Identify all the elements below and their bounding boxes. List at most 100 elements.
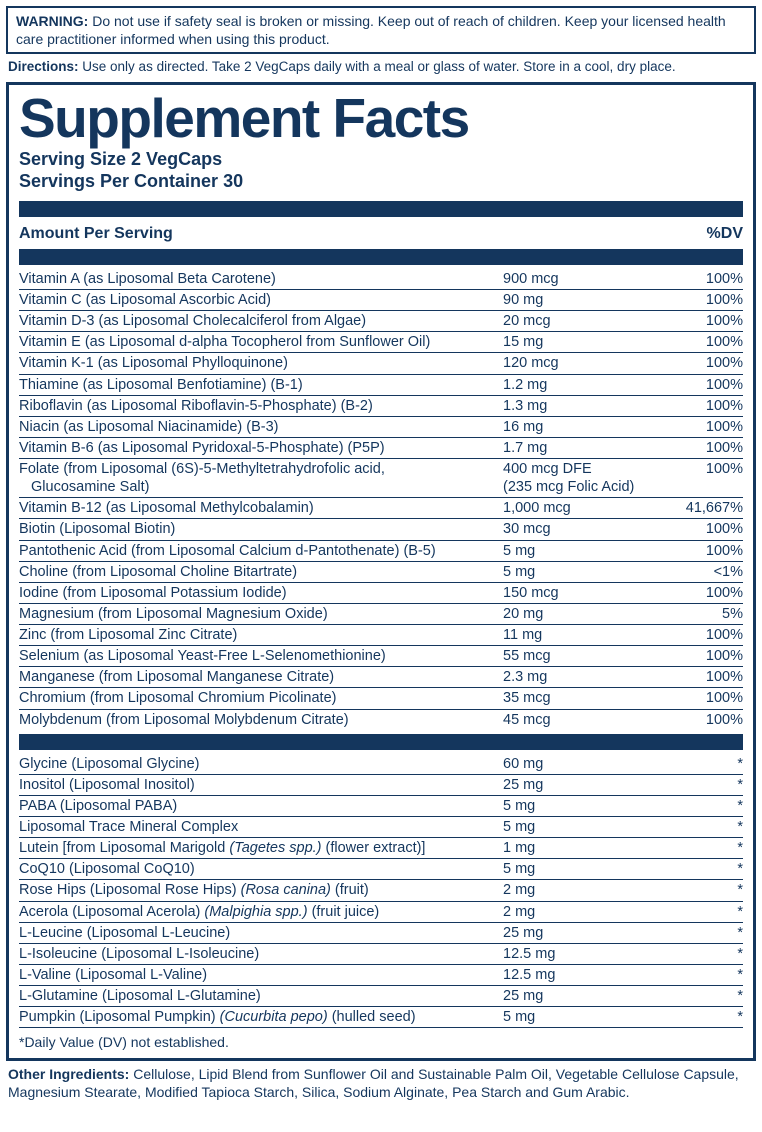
table-row: CoQ10 (Liposomal CoQ10)5 mg*	[19, 858, 743, 879]
nutrient-rows-section-2: Glycine (Liposomal Glycine)60 mg*Inosito…	[19, 754, 743, 1028]
nutrient-name: Niacin (as Liposomal Niacinamide) (B-3)	[19, 418, 503, 436]
nutrient-dv: 100%	[663, 711, 743, 729]
nutrient-dv: <1%	[663, 563, 743, 581]
nutrient-amount: 2 mg	[503, 881, 663, 899]
nutrient-dv: *	[663, 945, 743, 963]
directions-label: Directions:	[8, 59, 79, 74]
table-row: Folate (from Liposomal (6S)-5-Methyltetr…	[19, 458, 743, 497]
nutrient-dv: *	[663, 860, 743, 878]
nutrient-amount: 1.7 mg	[503, 439, 663, 457]
other-ingredients: Other Ingredients: Cellulose, Lipid Blen…	[6, 1061, 756, 1105]
nutrient-amount: 35 mcg	[503, 689, 663, 707]
serving-info: Serving Size 2 VegCaps Servings Per Cont…	[19, 148, 743, 193]
nutrient-name: Vitamin C (as Liposomal Ascorbic Acid)	[19, 291, 503, 309]
nutrient-name: L-Glutamine (Liposomal L-Glutamine)	[19, 987, 503, 1005]
warning-box: WARNING: Do not use if safety seal is br…	[6, 6, 756, 54]
supplement-facts-panel: Supplement Facts Serving Size 2 VegCaps …	[6, 82, 756, 1061]
table-row: Vitamin K-1 (as Liposomal Phylloquinone)…	[19, 352, 743, 373]
table-row: Manganese (from Liposomal Manganese Citr…	[19, 666, 743, 687]
nutrient-dv: 41,667%	[663, 499, 743, 517]
nutrient-name: Vitamin D-3 (as Liposomal Cholecalcifero…	[19, 312, 503, 330]
table-row: Pantothenic Acid (from Liposomal Calcium…	[19, 540, 743, 561]
nutrient-amount: 45 mcg	[503, 711, 663, 729]
nutrient-dv: *	[663, 1008, 743, 1026]
nutrient-amount: 60 mg	[503, 755, 663, 773]
nutrient-name: Pantothenic Acid (from Liposomal Calcium…	[19, 542, 503, 560]
nutrient-amount: 5 mg	[503, 860, 663, 878]
nutrient-name: PABA (Liposomal PABA)	[19, 797, 503, 815]
warning-text: Do not use if safety seal is broken or m…	[16, 13, 726, 47]
table-row: Pumpkin (Liposomal Pumpkin) (Cucurbita p…	[19, 1006, 743, 1027]
nutrient-dv: *	[663, 881, 743, 899]
table-row: Zinc (from Liposomal Zinc Citrate)11 mg1…	[19, 624, 743, 645]
nutrient-name: Glycine (Liposomal Glycine)	[19, 755, 503, 773]
nutrient-amount: 20 mg	[503, 605, 663, 623]
nutrient-amount: 16 mg	[503, 418, 663, 436]
nutrient-amount: 150 mcg	[503, 584, 663, 602]
table-row: Liposomal Trace Mineral Complex5 mg*	[19, 816, 743, 837]
warning-label: WARNING:	[16, 13, 88, 29]
dv-footnote: *Daily Value (DV) not established.	[19, 1027, 743, 1052]
table-row: Magnesium (from Liposomal Magnesium Oxid…	[19, 603, 743, 624]
nutrient-name: L-Isoleucine (Liposomal L-Isoleucine)	[19, 945, 503, 963]
nutrient-name: Choline (from Liposomal Choline Bitartra…	[19, 563, 503, 581]
nutrient-name: CoQ10 (Liposomal CoQ10)	[19, 860, 503, 878]
nutrient-dv: *	[663, 797, 743, 815]
table-row: Acerola (Liposomal Acerola) (Malpighia s…	[19, 901, 743, 922]
nutrient-dv: 100%	[663, 542, 743, 560]
nutrient-dv: 100%	[663, 418, 743, 436]
other-ingredients-label: Other Ingredients:	[8, 1066, 129, 1082]
nutrient-name: Folate (from Liposomal (6S)-5-Methyltetr…	[19, 460, 503, 496]
nutrient-amount: 90 mg	[503, 291, 663, 309]
nutrient-name: Molybdenum (from Liposomal Molybdenum Ci…	[19, 711, 503, 729]
nutrient-name: Acerola (Liposomal Acerola) (Malpighia s…	[19, 903, 503, 921]
nutrient-name: Thiamine (as Liposomal Benfotiamine) (B-…	[19, 376, 503, 394]
table-header: Amount Per Serving %DV	[19, 221, 743, 245]
nutrient-amount: 25 mg	[503, 924, 663, 942]
nutrient-dv: 100%	[663, 668, 743, 686]
table-row: Vitamin B-6 (as Liposomal Pyridoxal-5-Ph…	[19, 437, 743, 458]
nutrient-name: Biotin (Liposomal Biotin)	[19, 520, 503, 538]
directions-text: Use only as directed. Take 2 VegCaps dai…	[82, 59, 675, 74]
table-row: L-Glutamine (Liposomal L-Glutamine)25 mg…	[19, 985, 743, 1006]
nutrient-dv: *	[663, 924, 743, 942]
nutrient-amount: 25 mg	[503, 987, 663, 1005]
nutrient-amount: 12.5 mg	[503, 945, 663, 963]
nutrient-dv: 100%	[663, 354, 743, 372]
nutrient-amount: 55 mcg	[503, 647, 663, 665]
nutrient-amount: 400 mcg DFE(235 mcg Folic Acid)	[503, 460, 663, 496]
nutrient-name: Manganese (from Liposomal Manganese Citr…	[19, 668, 503, 686]
table-row: PABA (Liposomal PABA)5 mg*	[19, 795, 743, 816]
nutrient-name: Liposomal Trace Mineral Complex	[19, 818, 503, 836]
nutrient-name: Lutein [from Liposomal Marigold (Tagetes…	[19, 839, 503, 857]
nutrient-name: Vitamin A (as Liposomal Beta Carotene)	[19, 270, 503, 288]
nutrient-dv: 100%	[663, 333, 743, 351]
nutrient-amount: 1.3 mg	[503, 397, 663, 415]
nutrient-amount: 120 mcg	[503, 354, 663, 372]
table-row: Glycine (Liposomal Glycine)60 mg*	[19, 754, 743, 774]
serving-size: Serving Size 2 VegCaps	[19, 148, 743, 171]
nutrient-dv: 100%	[663, 626, 743, 644]
amount-per-serving-header: Amount Per Serving	[19, 225, 663, 243]
nutrient-amount: 900 mcg	[503, 270, 663, 288]
nutrient-dv: *	[663, 987, 743, 1005]
nutrient-dv: 100%	[663, 460, 743, 496]
nutrient-amount: 2.3 mg	[503, 668, 663, 686]
nutrient-amount: 5 mg	[503, 1008, 663, 1026]
table-row: Lutein [from Liposomal Marigold (Tagetes…	[19, 837, 743, 858]
divider-bar	[19, 201, 743, 217]
table-row: Vitamin B-12 (as Liposomal Methylcobalam…	[19, 497, 743, 518]
nutrient-rows-section-1: Vitamin A (as Liposomal Beta Carotene)90…	[19, 269, 743, 730]
nutrient-dv: 100%	[663, 376, 743, 394]
table-row: Inositol (Liposomal Inositol)25 mg*	[19, 774, 743, 795]
divider-bar	[19, 249, 743, 265]
table-row: Iodine (from Liposomal Potassium Iodide)…	[19, 582, 743, 603]
directions: Directions: Use only as directed. Take 2…	[6, 54, 756, 82]
divider-bar	[19, 734, 743, 750]
nutrient-dv: 100%	[663, 439, 743, 457]
table-row: Selenium (as Liposomal Yeast-Free L-Sele…	[19, 645, 743, 666]
nutrient-amount: 2 mg	[503, 903, 663, 921]
nutrient-amount: 12.5 mg	[503, 966, 663, 984]
nutrient-name: Rose Hips (Liposomal Rose Hips) (Rosa ca…	[19, 881, 503, 899]
nutrient-dv: *	[663, 839, 743, 857]
